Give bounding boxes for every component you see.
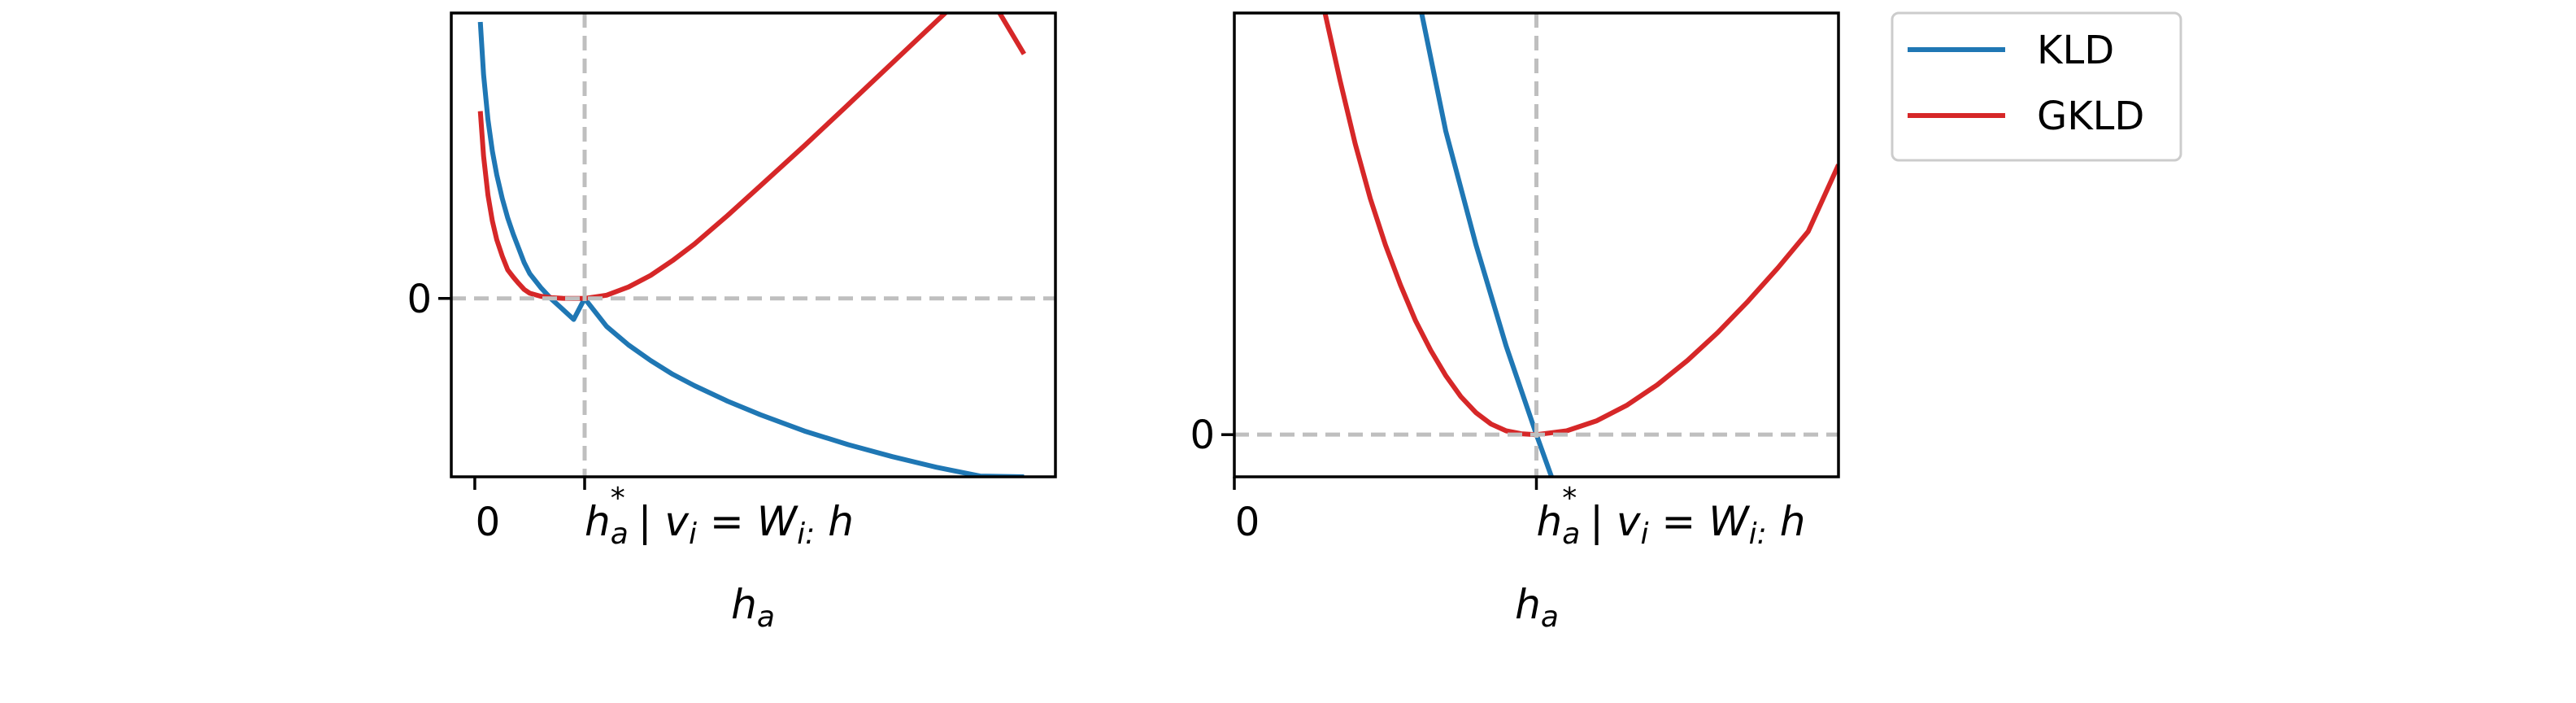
right-guide-layer: [1234, 13, 1838, 477]
left-guide-layer: [451, 13, 1055, 477]
right-panel: 0 ha* | vi = Wi: h 0 ha: [1190, 11, 1840, 634]
right-y-tick-label: 0: [1190, 413, 1215, 458]
right-x-axis-label: ha: [1515, 581, 1559, 634]
left-axes-frame: [450, 11, 1057, 478]
legend-kld-label: KLD: [2037, 28, 2114, 73]
right-kld-series-line: [1419, 13, 1554, 477]
left-y-tick-label: 0: [407, 277, 432, 322]
left-x-tick-label: 0: [476, 500, 501, 545]
legend-gkld-label: GKLD: [2037, 94, 2144, 139]
right-series-layer: [1322, 13, 1838, 477]
left-x-axis-label: ha: [731, 581, 775, 634]
right-x-tick-label: ha* | vi = Wi: h: [1537, 482, 1806, 551]
legend: KLD GKLD: [1891, 11, 2182, 162]
left-kld-series-line: [477, 21, 1025, 477]
left-series-layer: [477, 13, 1026, 477]
left-panel: 0 ha* | vi = Wi: h 0 ha: [407, 11, 1057, 634]
right-tick-layer: 0 ha* | vi = Wi: h 0: [1190, 413, 1805, 551]
right-x-tick-label: 0: [1235, 500, 1260, 545]
left-gkld-series-line: [477, 13, 1026, 301]
left-tick-layer: 0 ha* | vi = Wi: h 0: [407, 277, 853, 551]
left-x-tick-label: ha* | vi = Wi: h: [585, 482, 854, 551]
right-gkld-series-line: [1322, 13, 1838, 438]
